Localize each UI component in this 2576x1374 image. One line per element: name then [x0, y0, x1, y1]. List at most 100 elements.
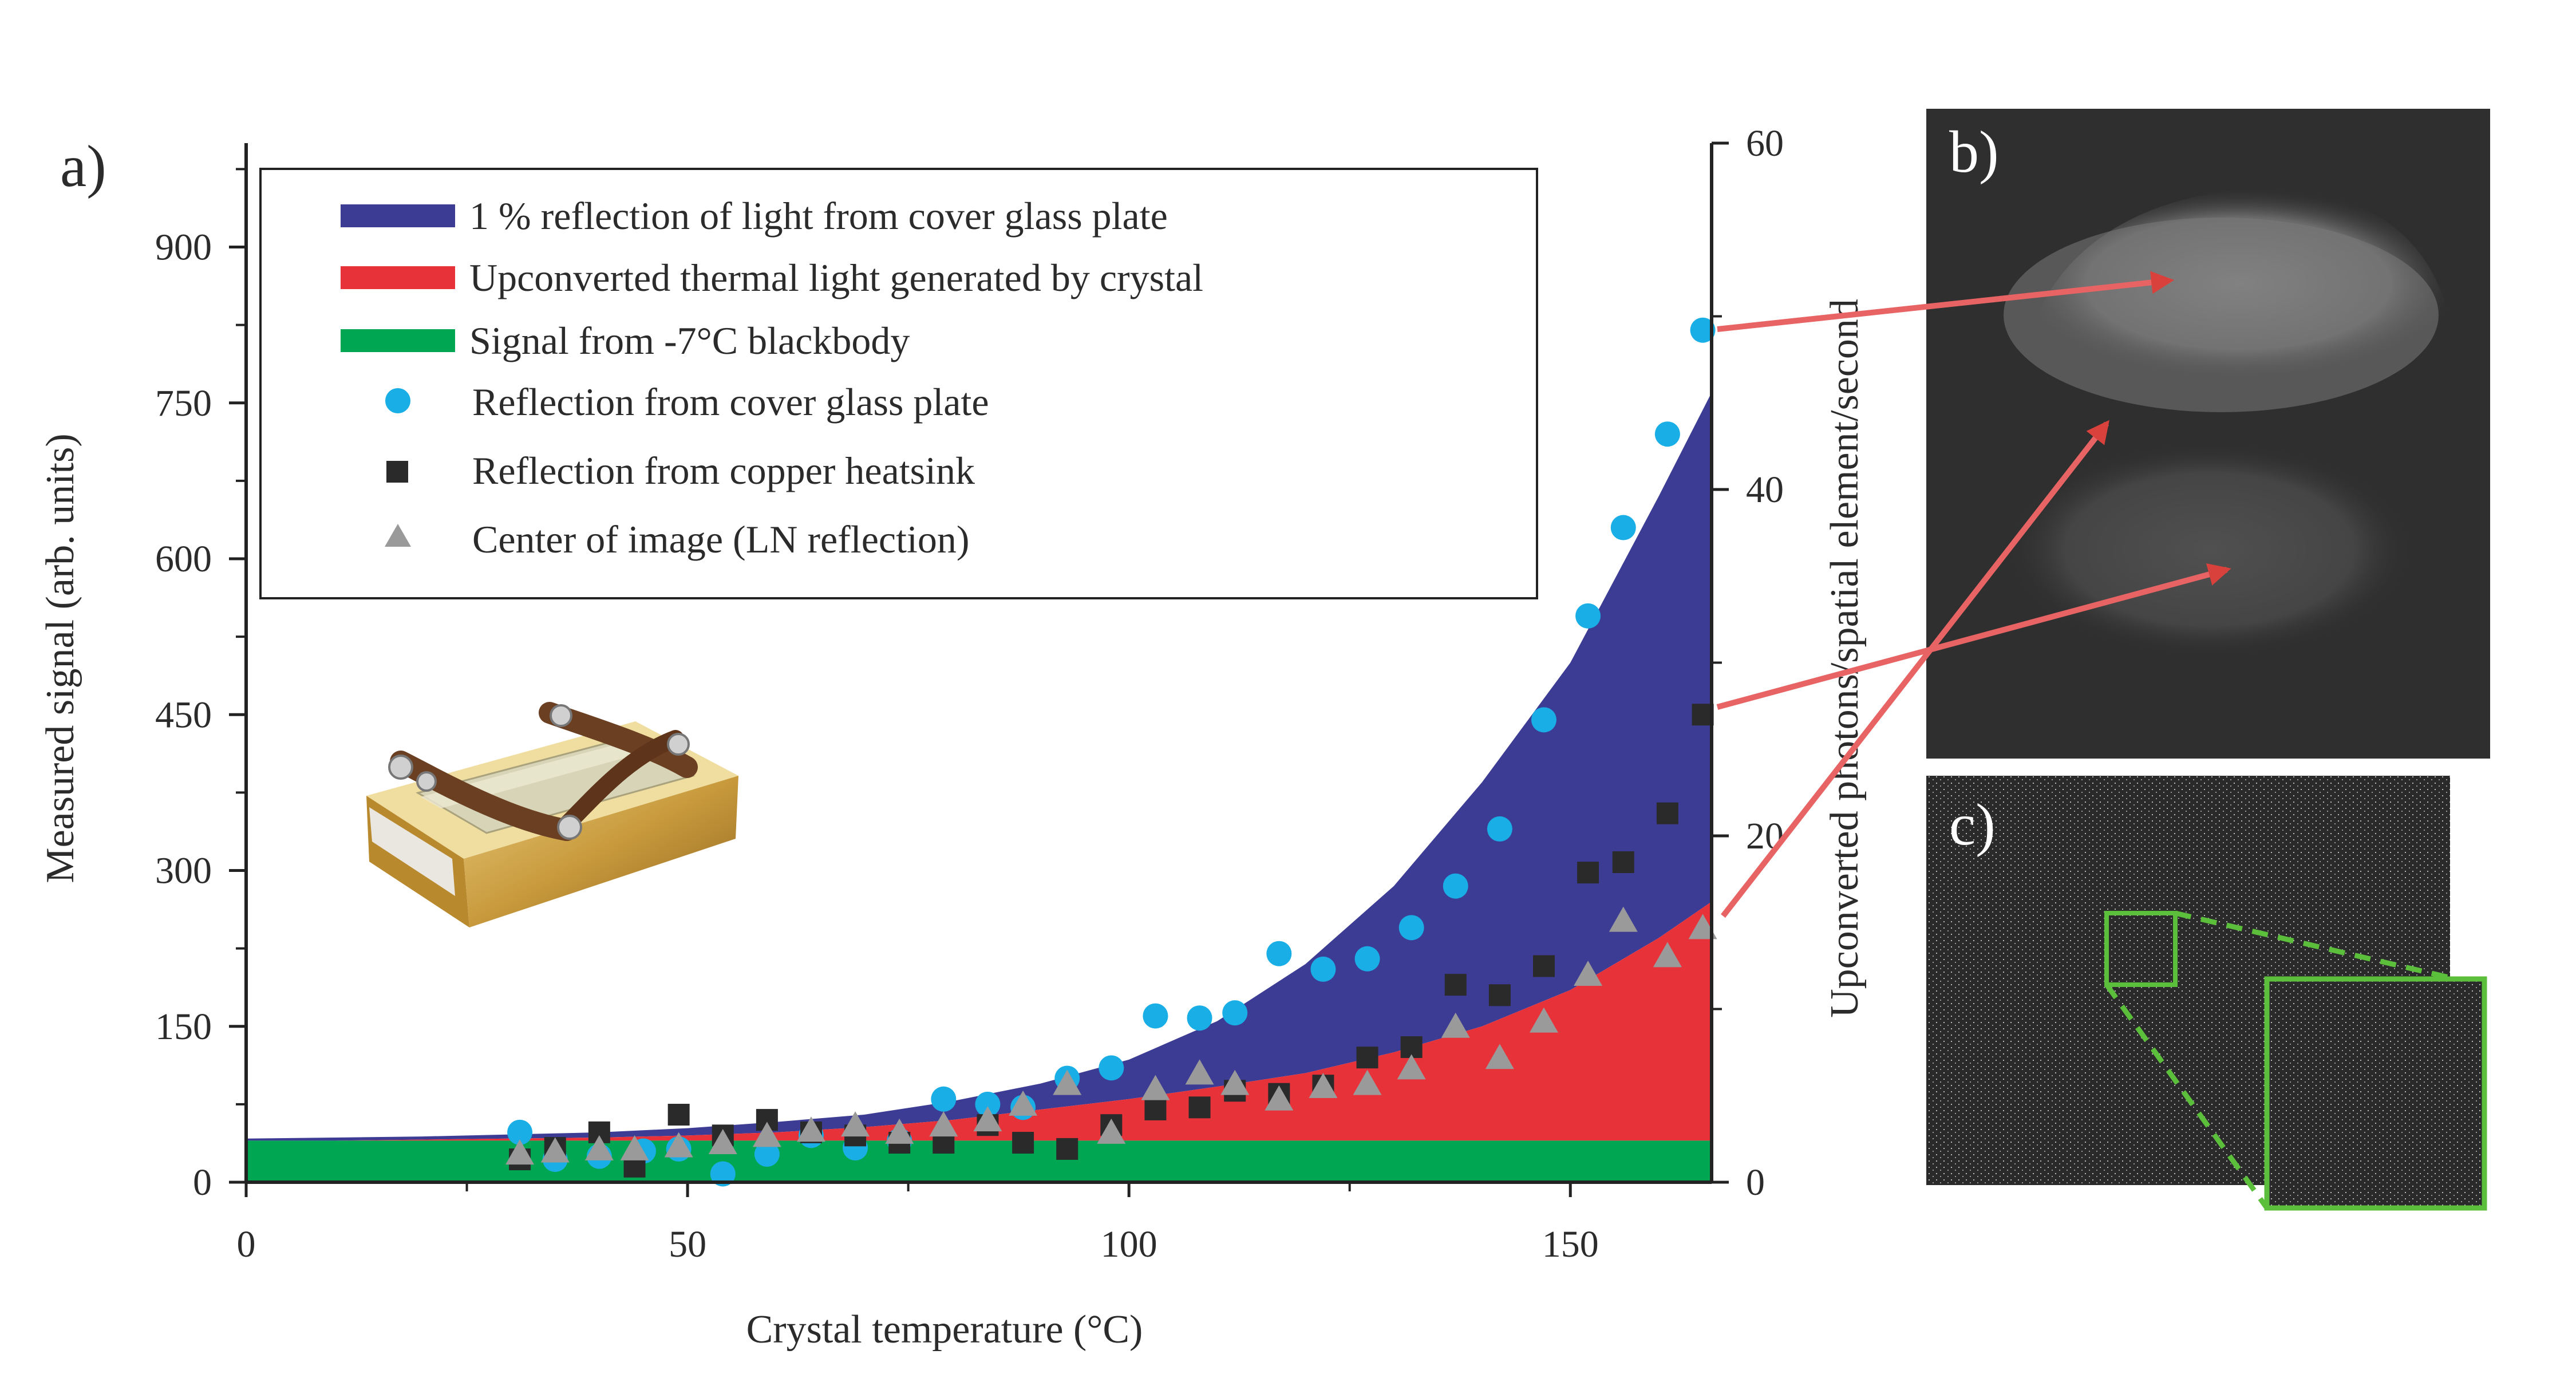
point-circle-21: [1398, 915, 1424, 941]
point-circle-27: [1654, 421, 1680, 447]
legend-marker-triangle: [385, 524, 411, 547]
panel-label-b: b): [1949, 119, 1999, 185]
point-triangle-23: [1485, 1044, 1514, 1069]
crystal-holder-photo: [366, 702, 738, 927]
point-circle-11: [975, 1091, 1001, 1117]
band-0: [246, 392, 1712, 1141]
point-triangle-17: [1220, 1069, 1250, 1095]
y-tick-label: 600: [155, 538, 212, 580]
point-triangle-22: [1441, 1012, 1470, 1038]
point-square-16: [1188, 1096, 1211, 1119]
point-triangle-1: [540, 1137, 570, 1163]
y-tick-label: 900: [155, 227, 212, 269]
y2-tick-label: 20: [1746, 815, 1784, 857]
legend-label-cover-glass: Reflection from cover glass plate: [472, 380, 989, 424]
point-circle-6: [754, 1141, 780, 1167]
point-square-27: [1656, 802, 1678, 824]
arrow-heatsink: [1716, 563, 2231, 710]
legend-swatch-blue-band: [341, 204, 455, 227]
y2-axis-title: Upconverted photons/spatial element/seco…: [1823, 299, 1867, 1018]
zoom-connector-top: [2174, 910, 2457, 982]
y-ticks: 0 150 300 450 600 750 900: [155, 168, 246, 1203]
point-circle-18: [1266, 941, 1292, 966]
point-circle-15: [1143, 1003, 1168, 1029]
point-triangle-25: [1574, 961, 1603, 986]
legend-box: [259, 168, 1538, 599]
x-tick-label: 0: [237, 1223, 256, 1265]
point-square-12: [1012, 1132, 1034, 1154]
point-triangle-15: [1141, 1075, 1170, 1100]
point-triangle-21: [1397, 1054, 1426, 1080]
point-triangle-14: [1097, 1118, 1126, 1144]
y2-tick-label: 0: [1746, 1162, 1765, 1203]
zoom-connector-bottom: [2104, 983, 2269, 1210]
point-circle-20: [1354, 946, 1380, 972]
point-triangle-5: [708, 1129, 737, 1155]
legend-label-blue-band: 1 % reflection of light from cover glass…: [469, 194, 1168, 238]
point-circle-22: [1443, 873, 1468, 899]
point-triangle-11: [973, 1106, 1002, 1132]
x-axis-title: Crystal temperature (°C): [746, 1308, 1143, 1352]
point-triangle-19: [1309, 1073, 1338, 1099]
legend: 1 % reflection of light from cover glass…: [259, 168, 1538, 599]
point-square-26: [1612, 851, 1634, 873]
arrow-center: [1721, 420, 2109, 918]
y-tick-label: 300: [155, 850, 212, 892]
legend-marker-square: [386, 461, 408, 483]
panel-b-camera-image: b): [1926, 109, 2490, 759]
point-circle-23: [1487, 816, 1512, 842]
x-ticks: 0 50 100 150: [237, 1182, 1599, 1265]
panel-c-photon-image: c): [1926, 776, 2487, 1211]
point-circle-19: [1310, 956, 1336, 982]
legend-label-red-band: Upconverted thermal light generated by c…: [469, 256, 1203, 299]
x-tick-label: 50: [669, 1223, 706, 1265]
point-square-23: [1488, 984, 1511, 1006]
y-tick-label: 150: [155, 1006, 212, 1048]
point-triangle-9: [885, 1118, 914, 1144]
y2-tick-label: 60: [1746, 123, 1784, 164]
point-square-24: [1532, 955, 1555, 977]
point-circle-26: [1610, 515, 1636, 540]
legend-label-heatsink: Reflection from copper heatsink: [472, 449, 975, 492]
y-tick-label: 0: [193, 1162, 212, 1203]
zoom-inset: [2264, 976, 2487, 1211]
point-square-22: [1444, 974, 1467, 996]
y2-ticks: 0 20 40 60: [1712, 123, 1784, 1203]
panel-label-a: a): [60, 133, 106, 199]
panel-label-c: c): [1949, 792, 1996, 858]
point-circle-0: [507, 1119, 533, 1145]
point-triangle-8: [841, 1111, 870, 1137]
axes: 0 50 100 150 0 150 300 450 600 750 900 0 20 40 60: [155, 123, 1784, 1265]
legend-label-green-band: Signal from -7°C blackbody: [469, 319, 910, 362]
legend-label-center: Center of image (LN reflection): [472, 518, 970, 561]
point-triangle-16: [1185, 1059, 1214, 1085]
point-triangle-2: [584, 1135, 614, 1160]
point-triangle-3: [620, 1135, 649, 1160]
point-triangle-7: [796, 1116, 825, 1142]
point-square-4: [667, 1104, 690, 1126]
x-tick-label: 100: [1101, 1223, 1157, 1265]
point-circle-28: [1690, 317, 1716, 343]
x-tick-label: 150: [1542, 1223, 1599, 1265]
point-triangle-13: [1053, 1069, 1082, 1095]
legend-marker-circle: [385, 388, 410, 413]
point-square-20: [1356, 1047, 1378, 1069]
points-layer: [505, 317, 1717, 1187]
y-tick-label: 450: [155, 694, 212, 736]
y2-tick-label: 40: [1746, 469, 1784, 511]
point-square-25: [1577, 862, 1599, 884]
point-circle-10: [931, 1086, 957, 1112]
point-triangle-24: [1529, 1007, 1558, 1033]
band-1: [246, 901, 1712, 1141]
zoom-source-box: [2104, 911, 2178, 987]
legend-swatch-green-band: [341, 329, 455, 352]
point-triangle-0: [505, 1139, 535, 1165]
point-square-15: [1144, 1098, 1167, 1120]
point-triangle-6: [752, 1122, 781, 1147]
point-triangle-10: [929, 1111, 958, 1137]
point-circle-24: [1531, 707, 1556, 733]
point-triangle-4: [664, 1132, 693, 1158]
arrows: [1716, 271, 2231, 918]
arrow-cover-glass: [1717, 271, 2174, 332]
